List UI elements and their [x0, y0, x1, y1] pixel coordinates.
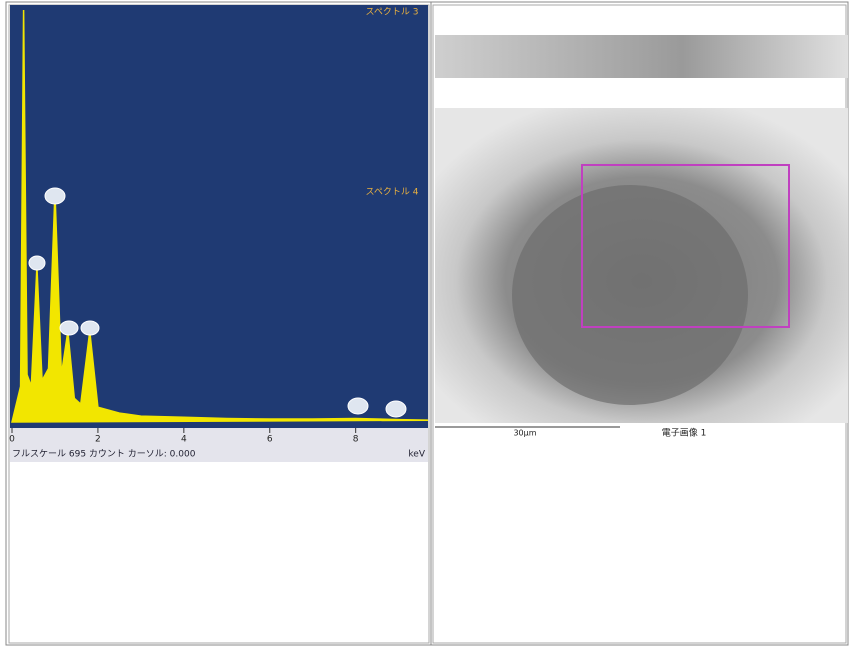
- image-caption: 電子画像 1: [662, 427, 707, 439]
- x-tick-label: 2: [95, 435, 101, 445]
- spectrum-label: スペクトル 4: [366, 187, 419, 198]
- axis-unit: keV: [408, 450, 425, 460]
- footer-text: フルスケール 695 カウント カーソル: 0.000: [12, 449, 196, 460]
- spectrum-plot: [10, 5, 428, 428]
- scale-label: 30µm: [513, 429, 536, 438]
- x-tick-label: 0: [9, 435, 15, 445]
- peak-markers: [28, 187, 407, 418]
- sem-image-top: [435, 35, 848, 78]
- x-tick-label: 8: [353, 435, 359, 445]
- x-tick-label: 4: [181, 435, 187, 445]
- spectrum-layer: [11, 9, 428, 423]
- analysis-box: [581, 164, 790, 328]
- spectrum-label: スペクトル 3: [366, 7, 419, 18]
- spectrum-line: [11, 9, 428, 423]
- spectrum-axis-area: [10, 428, 428, 462]
- sample-particle: [512, 185, 748, 405]
- x-tick-label: 6: [267, 435, 273, 445]
